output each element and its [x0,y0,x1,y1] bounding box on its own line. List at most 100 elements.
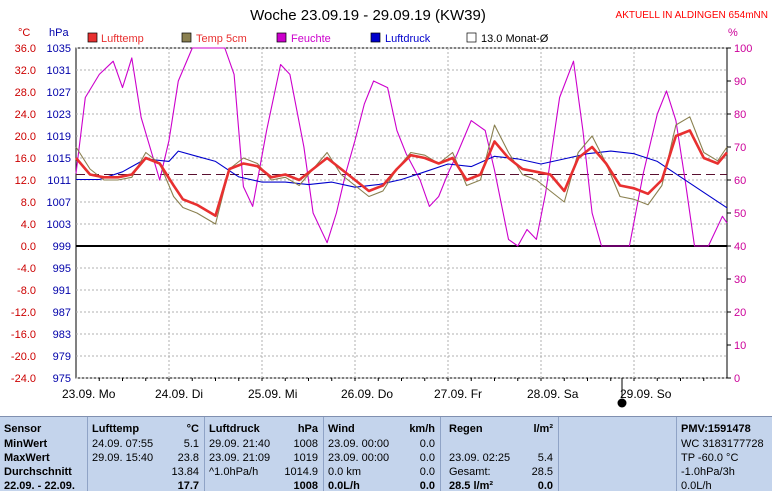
pressure-tick-label: 1031 [47,65,71,77]
pressure-tick-label: 1003 [47,219,71,231]
temp-tick-label: 4.0 [21,219,36,231]
stats-wind-min-date: 23.09. 00:00 [328,438,390,450]
stats-pmv-tp: TP -60.0 °C [681,452,739,464]
humidity-tick-label: 10 [734,340,746,352]
stats-lufttemp-cur: 17.7 [177,480,199,491]
temp-tick-label: -12.0 [11,307,36,319]
temp-tick-label: 36.0 [15,43,36,55]
stats-regen-unit: l/m² [533,423,553,435]
stats-lufttemp-max-date: 29.09. 15:40 [92,452,154,464]
x-tick-label: 23.09. Mo [62,387,116,401]
stats-regen-title: Regen [449,423,483,435]
legend-swatch-temp5cm [181,32,192,43]
stats-regen-max-date: 23.09. 02:25 [449,452,511,464]
humidity-tick-label: 50 [734,208,746,220]
series-luftdruck [76,150,728,209]
stats-pmv-col: PMV:1591478 WC 3183177728 TP -60.0 °C -1… [677,417,772,491]
pressure-tick-label: 999 [53,241,71,253]
humidity-tick-label: 0 [734,373,740,385]
stats-wind-distance: 0.0 km [328,466,362,478]
temp-tick-label: 28.0 [15,87,36,99]
legend-swatch-lufttemp [87,32,98,43]
x-tick-label: 27.09. Fr [434,387,482,401]
stats-luftdruck-title: Luftdruck [209,423,260,435]
humidity-tick-label: 60 [734,175,746,187]
series-lufttemp [75,129,728,218]
stats-regen-col: Regen l/m² 23.09. 02:25 5.4 Gesamt: 28.5 28… [441,417,557,491]
location-note: AKTUELL IN ALDINGEN 654mNN [616,10,768,21]
pressure-unit-label: hPa [49,27,69,39]
stats-luftdruck-avg: 1014.9 [284,466,318,478]
pressure-tick-label: 987 [53,307,71,319]
stats-sensor-col: Sensor MinWert MaxWert Durchschnitt 22.0… [0,417,86,491]
stats-luftdruck-unit: hPa [297,423,318,435]
humidity-unit-label: % [728,27,738,39]
legend: Lufttemp Temp 5cm Feuchte Luftdruck 13.0… [87,32,549,45]
humidity-tick-label: 90 [734,76,746,88]
temp-tick-label: -20.0 [11,351,36,363]
x-tick-label: 25.09. Mi [248,387,297,401]
plot-area [75,47,728,379]
stats-luftdruck-min: 1008 [293,438,318,450]
stats-wind-title: Wind [328,423,355,435]
x-axis-labels: 23.09. Mo 24.09. Di 25.09. Mi 26.09. Do 27.0… [62,387,672,401]
temp-tick-label: 32.0 [15,65,36,77]
pressure-tick-label: 975 [53,373,71,385]
stats-lufttemp-min: 5.1 [183,438,199,450]
temp-tick-label: -8.0 [17,285,36,297]
stats-wind-col: Wind km/h 23.09. 00:00 0.0 23.09. 00:00 0.0… [324,417,439,491]
legend-temp5cm: Temp 5cm [196,33,247,45]
stats-regen-total-label: Gesamt: [449,466,491,478]
stats-wind-avg: 0.0 [419,466,435,478]
stats-wind-max: 0.0 [419,452,435,464]
stats-regen-max: 5.4 [537,452,553,464]
stats-wind-min: 0.0 [419,438,435,450]
stats-luftdruck-trend: ^1.0hPa/h [209,466,259,478]
legend-swatch-feuchte [276,32,287,43]
legend-feuchte: Feuchte [291,33,331,45]
humidity-tick-label: 30 [734,274,746,286]
stats-lufttemp-col: Lufttemp °C 24.09. 07:55 5.1 29.09. 15:40 2… [88,417,203,491]
stats-luftdruck-min-date: 29.09. 21:40 [209,438,271,450]
stats-sensor-title: Sensor [4,423,42,435]
stats-range-label: 22.09. - 22.09. [4,480,75,491]
pressure-tick-label: 1027 [47,87,71,99]
stats-max-label: MaxWert [4,452,50,464]
stats-luftdruck-cur: 1008 [293,480,318,491]
stats-wind-unit: km/h [409,423,435,435]
stats-wind-cur: 0.0 [419,480,435,491]
current-time-dot [617,398,627,408]
humidity-tick-label: 70 [734,142,746,154]
weather-chart: 36.0 32.0 28.0 24.0 20.0 16.0 12.0 8.0 4.0 0.0 -4.… [0,0,772,416]
temp-unit-label: °C [18,27,30,39]
series-feuchte [75,47,728,247]
pressure-tick-label: 1019 [47,131,71,143]
stats-wind-max-date: 23.09. 00:00 [328,452,390,464]
stats-lufttemp-title: Lufttemp [92,423,140,435]
stats-luftdruck-max-date: 23.09. 21:09 [209,452,271,464]
stats-avg-label: Durchschnitt [4,466,72,478]
pressure-tick-label: 983 [53,329,71,341]
temp-tick-label: 12.0 [15,175,36,187]
legend-lufttemp: Lufttemp [101,33,144,45]
pressure-tick-label: 991 [53,285,71,297]
temp-tick-label: -16.0 [11,329,36,341]
pressure-tick-label: 1035 [47,43,71,55]
stats-pmv-trend: -1.0hPa/3h [681,466,735,478]
chart-title: Woche 23.09.19 - 29.09.19 (KW39) [250,7,486,24]
pressure-tick-label: 1011 [47,175,71,187]
stats-luftdruck-max: 1019 [293,452,318,464]
pressure-tick-label: 995 [53,263,71,275]
pressure-tick-label: 1015 [47,153,71,165]
temp-tick-label: -4.0 [17,263,36,275]
x-tick-label: 28.09. Sa [527,387,579,401]
stats-pmv-rate: 0.0L/h [681,480,712,491]
stats-pmv-wc: WC 3183177728 [681,438,764,450]
temp-tick-label: 16.0 [15,153,36,165]
stats-pmv-title: PMV:1591478 [681,423,751,435]
pressure-tick-label: 979 [53,351,71,363]
stats-regen-total: 28.5 [531,466,553,478]
stats-luftdruck-col: Luftdruck hPa 29.09. 21:40 1008 23.09. 21:… [205,417,322,491]
pressure-axis-ticks: 1035 1031 1027 1023 1019 1015 1011 1007 1003 999 9… [47,43,71,385]
